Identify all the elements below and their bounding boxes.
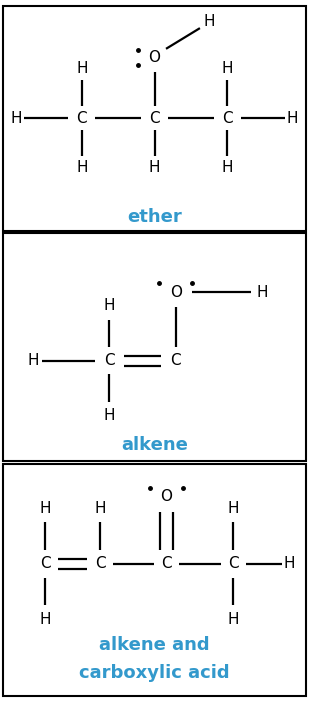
Text: H: H xyxy=(149,160,160,175)
Text: H: H xyxy=(103,408,115,423)
Text: C: C xyxy=(222,110,232,126)
Text: H: H xyxy=(227,612,239,627)
Text: O: O xyxy=(149,50,160,65)
Text: C: C xyxy=(104,353,114,368)
Text: H: H xyxy=(103,298,115,314)
Text: H: H xyxy=(28,353,39,368)
Text: H: H xyxy=(11,110,23,126)
Text: H: H xyxy=(76,160,87,175)
Text: H: H xyxy=(222,160,233,175)
Text: H: H xyxy=(256,285,268,299)
Text: C: C xyxy=(161,556,172,572)
Text: H: H xyxy=(40,501,51,515)
Text: C: C xyxy=(228,556,239,572)
Text: C: C xyxy=(40,556,51,572)
Text: H: H xyxy=(40,612,51,627)
Text: H: H xyxy=(227,501,239,515)
Text: H: H xyxy=(203,14,215,29)
Text: carboxylic acid: carboxylic acid xyxy=(79,664,230,682)
Text: H: H xyxy=(283,556,295,572)
Text: alkene: alkene xyxy=(121,436,188,454)
Text: O: O xyxy=(161,489,173,504)
Text: H: H xyxy=(94,501,106,515)
Text: C: C xyxy=(170,353,181,368)
Text: H: H xyxy=(286,110,298,126)
Text: alkene and: alkene and xyxy=(99,636,210,654)
Text: C: C xyxy=(149,110,160,126)
Text: O: O xyxy=(170,285,182,299)
Text: C: C xyxy=(77,110,87,126)
Text: ether: ether xyxy=(127,208,182,226)
Text: C: C xyxy=(95,556,105,572)
Text: H: H xyxy=(76,61,87,76)
Text: H: H xyxy=(222,61,233,76)
